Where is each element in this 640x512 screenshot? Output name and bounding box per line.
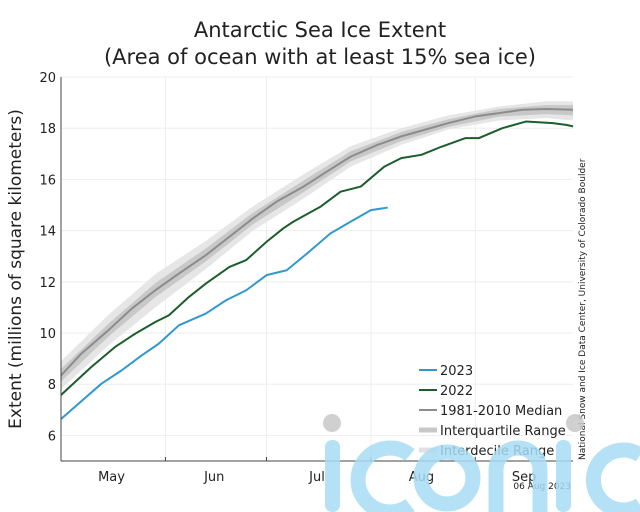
y-tick-label: 12 — [39, 276, 56, 291]
series-line-2023 — [60, 206, 388, 420]
legend-label: 2023 — [440, 364, 473, 379]
x-tick-label: Sep — [512, 470, 537, 485]
chart-subtitle: (Area of ocean with at least 15% sea ice… — [103, 45, 536, 69]
legend-label: 2022 — [440, 384, 473, 399]
interquartile-range-band — [61, 105, 573, 382]
chart-title: Antarctic Sea Ice Extent — [193, 18, 447, 42]
legend-label: 1981-2010 Median — [440, 404, 562, 419]
x-tick-label: Jun — [203, 470, 224, 485]
y-tick-label: 8 — [48, 378, 56, 393]
y-tick-label: 14 — [39, 225, 56, 240]
series-line-1981-2010-median — [60, 108, 574, 377]
y-tick-label: 6 — [48, 429, 56, 444]
credit-text: National Snow and Ice Data Center, Unive… — [578, 158, 588, 460]
y-tick-label: 10 — [39, 327, 56, 342]
series-line-2022 — [60, 120, 574, 396]
legend-label: Interquartile Range — [440, 424, 566, 439]
y-tick-label: 20 — [39, 71, 56, 86]
y-tick-label: 18 — [39, 122, 56, 137]
y-tick-label: 16 — [39, 173, 56, 188]
x-tick-label: Jul — [308, 470, 325, 485]
y-axis-label: Extent (millions of square kilometers) — [6, 109, 26, 429]
x-tick-label: May — [98, 470, 125, 485]
